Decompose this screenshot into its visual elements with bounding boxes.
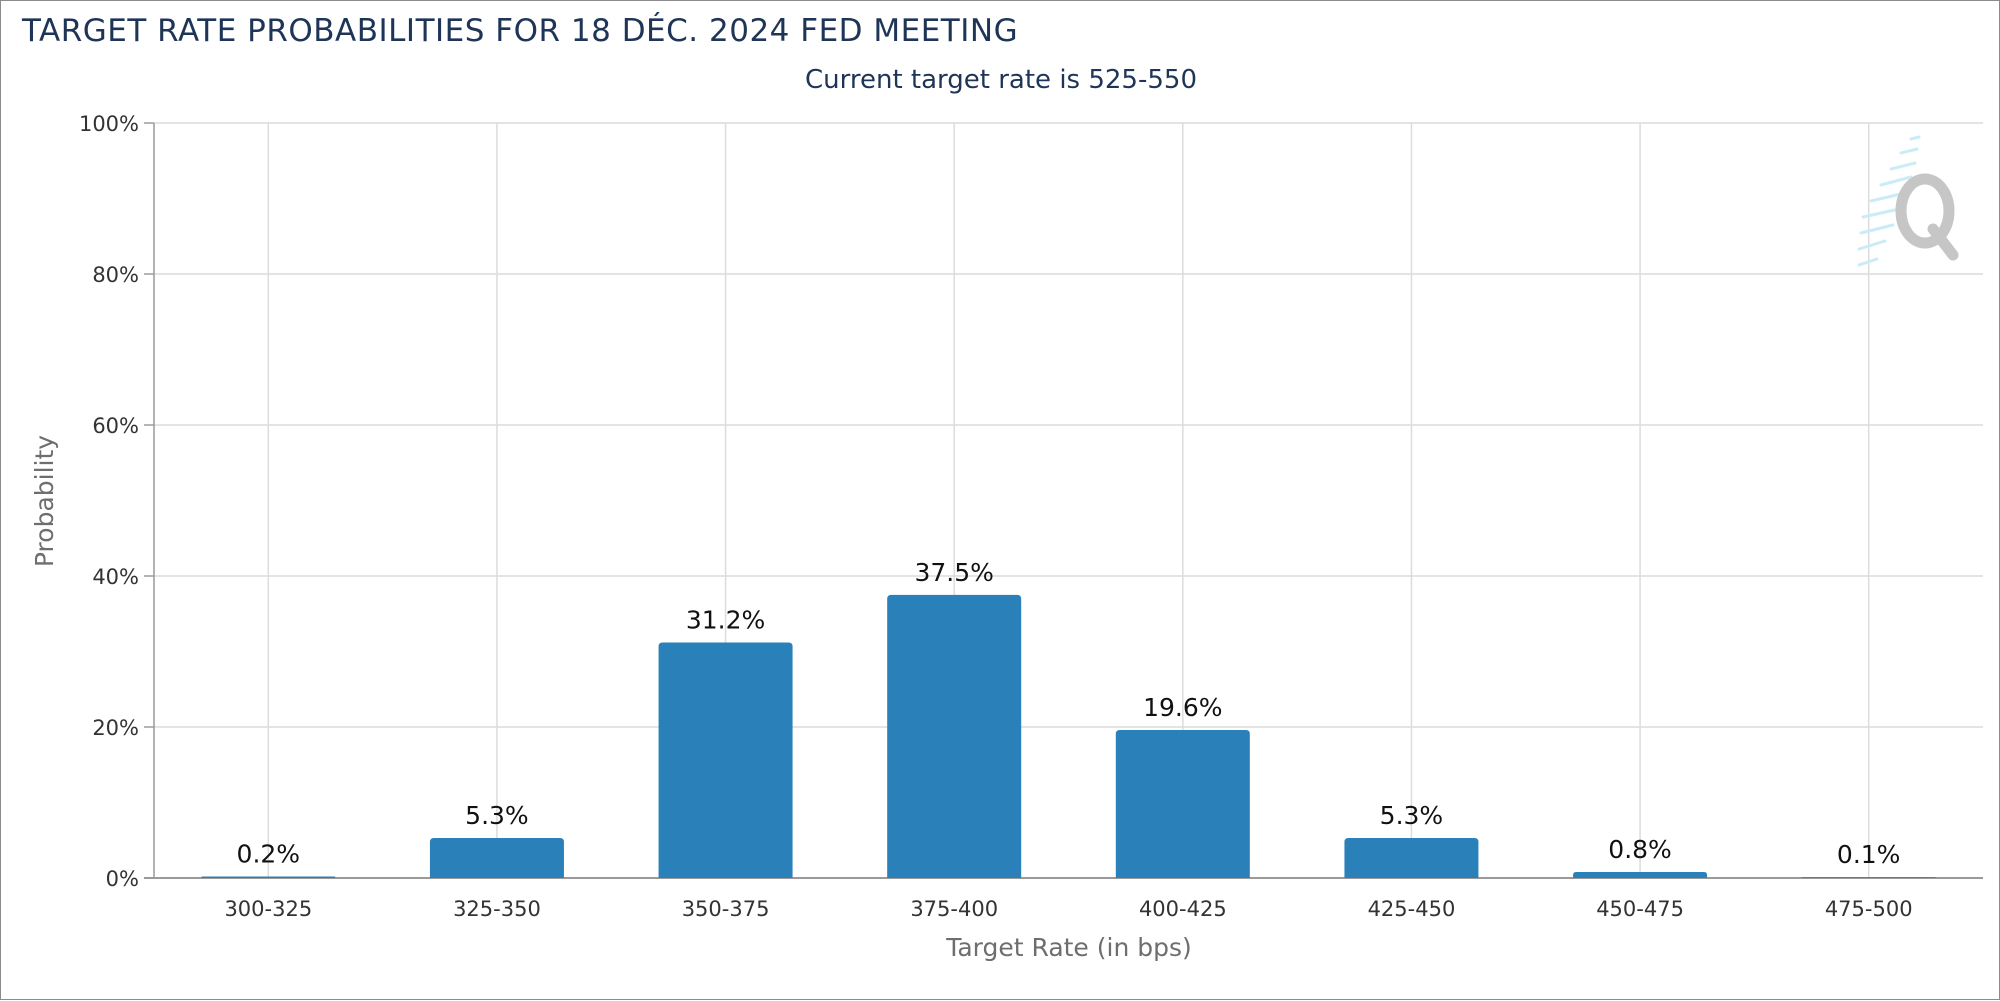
y-tick-label: 0%: [106, 867, 139, 891]
grid-layer: [154, 122, 1983, 878]
bar-value-label: 0.2%: [237, 839, 301, 868]
y-tick-label: 80%: [92, 263, 139, 287]
bar-325-350[interactable]: [429, 837, 564, 878]
x-tick-label: 375-400: [910, 897, 998, 921]
bar-value-label: 0.8%: [1608, 835, 1672, 864]
x-tick-label: 475-500: [1825, 897, 1913, 921]
x-tick-label: 425-450: [1368, 897, 1456, 921]
bar-450-475[interactable]: [1573, 871, 1708, 878]
bar-value-label: 5.3%: [1380, 801, 1444, 830]
bar-value-label: 5.3%: [465, 801, 529, 830]
bar-value-label: 0.1%: [1837, 840, 1901, 869]
x-tick-label: 450-475: [1596, 897, 1684, 921]
bar-value-label: 31.2%: [686, 605, 765, 634]
y-tick-label: 60%: [92, 414, 139, 438]
label-layer: 0.2% 5.3% 31.2% 37.5% 19.6% 5.3% 0.8% 0.1%: [237, 558, 1901, 869]
bar-350-375[interactable]: [658, 642, 793, 878]
chart-subtitle: Current target rate is 525-550: [805, 65, 1197, 95]
bar-475-500[interactable]: [1801, 877, 1936, 878]
quikstrike-q-logo-icon: [1857, 135, 1959, 267]
bar-layer: [201, 594, 1936, 878]
bar-value-label: 19.6%: [1143, 693, 1222, 722]
x-tick-label: 325-350: [453, 897, 541, 921]
bar-425-450[interactable]: [1344, 837, 1479, 878]
axis-layer: 0% 20% 40% 60% 80% 100% 300-325 325-350 350-375 3…: [79, 112, 1983, 921]
y-tick-label: 20%: [92, 716, 139, 740]
y-tick-label: 40%: [92, 565, 139, 589]
y-tick-label: 100%: [79, 112, 139, 136]
x-tick-label: 300-325: [224, 897, 312, 921]
x-axis-title: Target Rate (in bps): [945, 933, 1192, 962]
bar-400-425[interactable]: [1115, 730, 1250, 878]
bar-300-325[interactable]: [201, 876, 336, 878]
x-tick-label: 400-425: [1139, 897, 1227, 921]
chart-title: TARGET RATE PROBABILITIES FOR 18 DÉC. 20…: [22, 13, 1019, 49]
bar-375-400[interactable]: [887, 594, 1022, 878]
x-tick-label: 350-375: [682, 897, 770, 921]
y-axis-title: Probability: [30, 435, 59, 567]
bar-value-label: 37.5%: [914, 558, 993, 587]
